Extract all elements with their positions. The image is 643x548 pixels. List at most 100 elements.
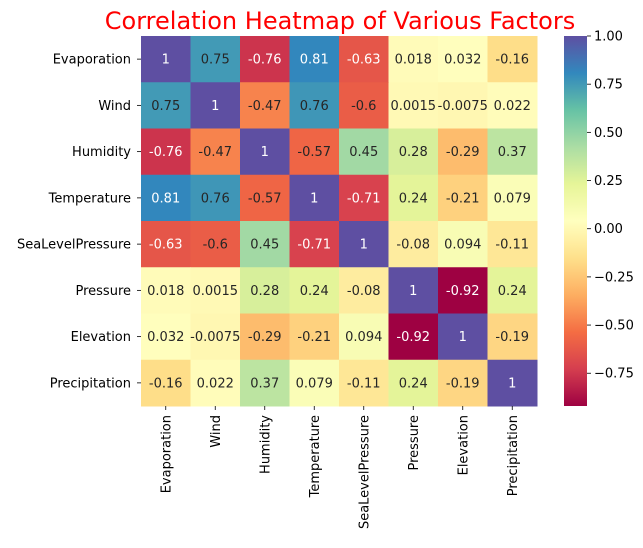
colorbar-gradient (564, 36, 587, 406)
cell-value-label: 0.018 (395, 53, 432, 68)
heatmap-cell (141, 128, 191, 176)
heatmap-cell (190, 128, 241, 176)
row-tick-label: SeaLevelPressure (17, 238, 131, 253)
heatmap-cell (240, 221, 290, 268)
cell-value-label: 0.76 (201, 191, 230, 206)
cell-value-label: 0.24 (399, 191, 428, 206)
cell-value-label: 0.75 (201, 53, 230, 68)
heatmap-cell (289, 359, 340, 407)
cell-value-label: -0.0075 (438, 99, 488, 114)
row-tick-label: Temperature (48, 191, 131, 206)
heatmap-cell (240, 128, 290, 176)
cell-value-label: -0.57 (248, 191, 282, 206)
cell-value-label: 0.75 (151, 99, 180, 114)
cell-value-label: 1 (162, 53, 170, 68)
cell-value-label: 0.24 (399, 376, 428, 391)
colorbar-tick-label: 0.00 (594, 222, 623, 237)
cell-value-label: -0.08 (347, 284, 381, 299)
chart-title: Correlation Heatmap of Various Factors (105, 7, 575, 35)
cell-value-label: -0.0075 (190, 330, 240, 345)
cell-value-label: -0.16 (149, 376, 183, 391)
cell-value-label: 0.032 (147, 330, 184, 345)
heatmap-cell (141, 82, 191, 129)
cell-value-label: 0.81 (151, 191, 180, 206)
row-tick-label: Humidity (72, 145, 131, 160)
heatmap-cell (438, 174, 488, 222)
cell-value-label: 0.37 (250, 376, 279, 391)
heatmap-cell (438, 359, 488, 407)
cell-value-label: 0.81 (300, 53, 329, 68)
heatmap-cell (240, 313, 290, 361)
cell-value-label: -0.21 (446, 191, 480, 206)
row-tick-labels: Evaporation Wind Humidity Temperature SeaLev… (17, 53, 141, 391)
heatmap-cell (240, 82, 290, 129)
colorbar-tick-label: −0.25 (594, 270, 634, 285)
cell-value-label: 1 (211, 99, 219, 114)
heatmap-cell (190, 174, 241, 222)
cell-value-label: -0.11 (347, 376, 381, 391)
cell-value-label: -0.92 (446, 284, 480, 299)
heatmap-cell (240, 36, 290, 83)
row-tick-label: Precipitation (50, 376, 131, 391)
heatmap-cell (190, 82, 241, 129)
heatmap-cell (240, 267, 290, 314)
heatmap-cell (487, 36, 538, 83)
cell-value-label: 0.022 (197, 376, 234, 391)
cell-value-label: -0.6 (203, 238, 228, 253)
colorbar-tick-label: 0.25 (594, 174, 623, 189)
heatmap-cell (388, 36, 439, 83)
cell-value-label: 0.079 (494, 191, 531, 206)
colorbar-tick-label: 0.75 (594, 78, 623, 93)
heatmap-cell (339, 221, 389, 268)
cell-value-label: -0.63 (347, 53, 381, 68)
heatmap-cell (339, 36, 389, 83)
heatmap-cell (388, 359, 439, 407)
heatmap-cell (190, 267, 241, 314)
heatmap-cell (141, 221, 191, 268)
cell-value-label: 0.094 (345, 330, 382, 345)
heatmap-cell (388, 128, 439, 176)
cell-value-label: 0.28 (250, 284, 279, 299)
heatmap-cell (289, 128, 340, 176)
heatmap-cell (289, 221, 340, 268)
cell-value-label: -0.6 (351, 99, 376, 114)
cell-value-label: -0.19 (446, 376, 480, 391)
row-tick-label: Elevation (71, 330, 131, 345)
cell-value-label: -0.71 (347, 191, 381, 206)
cell-value-label: 1 (459, 330, 467, 345)
row-tick-label: Wind (98, 99, 131, 114)
heatmap-cell (487, 313, 538, 361)
cell-value-label: -0.76 (149, 145, 183, 160)
cell-value-label: 0.094 (444, 238, 481, 253)
cell-value-label: 0.24 (498, 284, 527, 299)
heatmap-cell (487, 221, 538, 268)
row-tick-label: Pressure (75, 284, 131, 299)
cell-value-label: 0.45 (250, 238, 279, 253)
colorbar-tick-label: 1.00 (594, 30, 623, 45)
cell-value-label: 0.022 (494, 99, 531, 114)
heatmap-cell (190, 221, 241, 268)
column-tick-labels: Evaporation Wind Humidity Temperature SeaLev… (159, 406, 521, 529)
cell-value-label: 0.079 (296, 376, 333, 391)
heatmap-cell (388, 82, 439, 129)
column-tick-label: Elevation (456, 415, 471, 475)
cell-value-label: 1 (508, 376, 516, 391)
cell-value-label: 1 (261, 145, 269, 160)
heatmap-cell (487, 128, 538, 176)
heatmap-cell (388, 221, 439, 268)
cell-value-label: -0.47 (198, 145, 232, 160)
cell-value-label: -0.29 (446, 145, 480, 160)
heatmap-cell (240, 174, 290, 222)
heatmap-cell (289, 267, 340, 314)
cell-value-label: 1 (360, 238, 368, 253)
heatmap-cell (487, 267, 538, 314)
colorbar-tick-label: −0.50 (594, 319, 634, 334)
cell-value-label: -0.76 (248, 53, 282, 68)
heatmap-cell (141, 174, 191, 222)
colorbar: 1.00 0.75 0.50 0.25 0.00 −0.25 −0.50 −0.75 (564, 30, 634, 406)
cell-value-label: 0.28 (399, 145, 428, 160)
column-tick-label: SeaLevelPressure (357, 415, 372, 529)
heatmap-cells: 1 0.75 -0.76 0.81 -0.63 0.018 0.032 -0.16 0.75 1 -… (141, 36, 538, 407)
